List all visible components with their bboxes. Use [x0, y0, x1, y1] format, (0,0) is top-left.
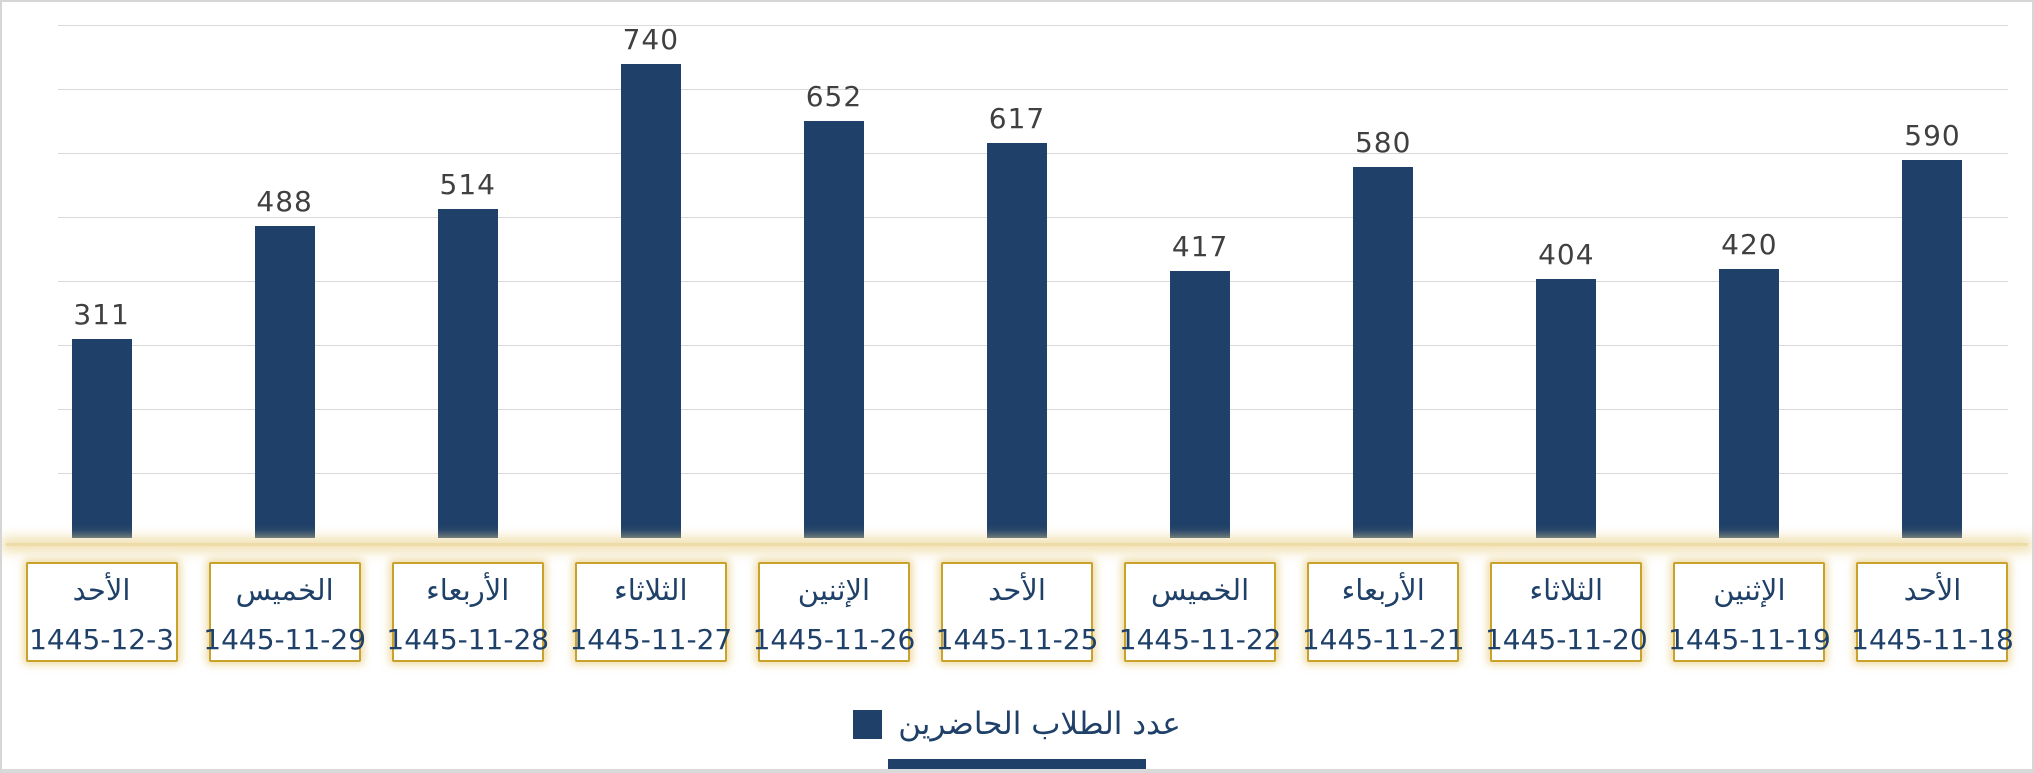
x-axis-label-box[interactable]: الأربعاء 1445-11-28 — [386, 562, 549, 662]
bar[interactable] — [71, 338, 132, 538]
day-name-label: الأحد — [72, 573, 131, 607]
bar-slot: 740 — [559, 2, 742, 538]
x-axis-label-slot: الأحد 1445-12-3 — [10, 562, 193, 662]
bar[interactable] — [437, 209, 498, 538]
bar[interactable] — [1536, 279, 1597, 538]
bar-slot: 420 — [1658, 2, 1841, 538]
legend-label: عدد الطلاب الحاضرين — [898, 706, 1181, 742]
x-axis-label-box[interactable]: الخميس 1445-11-22 — [1119, 562, 1281, 662]
baseline-glow-line — [6, 543, 2028, 546]
bar-value-label: 420 — [1721, 228, 1778, 262]
bar-slot: 417 — [1109, 2, 1292, 538]
day-name-label: الأحد — [1903, 573, 1962, 607]
bar-value-label: 311 — [73, 297, 130, 331]
bar-slot: 488 — [193, 2, 376, 538]
date-label: 1445-11-19 — [1668, 623, 1831, 656]
x-axis-label-slot: الأربعاء 1445-11-21 — [1292, 562, 1475, 662]
bar-slot: 652 — [742, 2, 925, 538]
x-axis-label-slot: الخميس 1445-11-29 — [193, 562, 376, 662]
date-label: 1445-11-22 — [1118, 623, 1282, 656]
bar-slot: 514 — [376, 2, 559, 538]
bar-value-label: 590 — [1904, 119, 1961, 153]
bar[interactable] — [1170, 271, 1231, 538]
bar[interactable] — [1719, 269, 1780, 538]
x-axis-label-slot: الإثنين 1445-11-19 — [1658, 562, 1841, 662]
x-axis-label-slot: الأحد 1445-11-18 — [1841, 562, 2024, 662]
bar-slot: 580 — [1292, 2, 1475, 538]
bar[interactable] — [1902, 160, 1963, 538]
bar[interactable] — [987, 143, 1048, 538]
day-name-label: الإثنين — [1713, 573, 1786, 607]
x-axis-label-slot: الإثنين 1445-11-26 — [742, 562, 925, 662]
date-label: 1445-11-18 — [1851, 623, 2014, 656]
legend[interactable]: عدد الطلاب الحاضرين — [2, 706, 2032, 742]
day-name-label: الأربعاء — [1341, 573, 1425, 607]
date-label: 1445-11-21 — [1301, 623, 1465, 656]
x-axis-label-box[interactable]: الأحد 1445-11-25 — [936, 562, 1098, 662]
bar-value-label: 740 — [622, 23, 680, 57]
x-axis-label-box[interactable]: الإثنين 1445-11-26 — [753, 562, 915, 662]
x-axis-label-slot: الأربعاء 1445-11-28 — [376, 562, 559, 662]
x-axis-label-box[interactable]: الأربعاء 1445-11-21 — [1302, 562, 1465, 662]
legend-swatch-icon — [853, 709, 883, 739]
bar-value-label: 580 — [1354, 125, 1412, 159]
bar-value-label: 488 — [256, 184, 313, 218]
bar[interactable] — [254, 225, 315, 538]
bar[interactable] — [1353, 166, 1414, 538]
x-axis-label-box[interactable]: الأحد 1445-12-3 — [25, 562, 178, 662]
x-axis-labels-row: الأحد 1445-12-3 الخميس 1445-11-29 الأربعاء 14… — [10, 562, 2024, 662]
day-name-label: الأربعاء — [426, 573, 510, 607]
x-axis-label-slot: الثلاثاء 1445-11-20 — [1475, 562, 1658, 662]
x-axis-label-slot: الخميس 1445-11-22 — [1109, 562, 1292, 662]
date-label: 1445-11-27 — [569, 623, 733, 656]
date-label: 1445-11-28 — [386, 623, 550, 656]
gridline — [58, 25, 2008, 26]
bar-value-label: 417 — [1171, 230, 1229, 264]
date-label: 1445-11-20 — [1484, 623, 1648, 656]
x-axis-label-slot: الأحد 1445-11-25 — [925, 562, 1108, 662]
x-axis-label-box[interactable]: الإثنين 1445-11-19 — [1668, 562, 1831, 662]
gridline — [58, 89, 2008, 90]
bar-slot: 311 — [10, 2, 193, 538]
date-label: 1445-11-25 — [935, 623, 1099, 656]
bar-slot: 617 — [925, 2, 1108, 538]
bar-value-label: 617 — [988, 102, 1046, 136]
bar-value-label: 404 — [1538, 238, 1595, 272]
bars-row: 311 488 514 740 652 617 417 580 404 420 590 — [10, 2, 2024, 538]
bar-slot: 404 — [1475, 2, 1658, 538]
bar-value-label: 514 — [439, 168, 496, 202]
day-name-label: الأحد — [988, 573, 1046, 607]
day-name-label: الثلاثاء — [614, 573, 688, 607]
x-axis-label-box[interactable]: الثلاثاء 1445-11-20 — [1485, 562, 1648, 662]
day-name-label: الخميس — [235, 573, 334, 607]
day-name-label: الثلاثاء — [1529, 573, 1604, 607]
bar[interactable] — [620, 64, 681, 538]
x-axis-label-box[interactable]: الخميس 1445-11-29 — [203, 562, 366, 662]
bottom-scrollbar-thumb[interactable] — [888, 759, 1146, 769]
x-axis-label-box[interactable]: الأحد 1445-11-18 — [1851, 562, 2014, 662]
date-label: 1445-11-26 — [752, 623, 916, 656]
x-axis-label-slot: الثلاثاء 1445-11-27 — [559, 562, 742, 662]
day-name-label: الخميس — [1151, 573, 1250, 607]
bar-slot: 590 — [1841, 2, 2024, 538]
day-name-label: الإثنين — [797, 573, 871, 607]
bar-value-label: 652 — [805, 79, 863, 113]
bar[interactable] — [803, 120, 864, 538]
date-label: 1445-12-3 — [29, 623, 175, 656]
x-axis-label-box[interactable]: الثلاثاء 1445-11-27 — [569, 562, 732, 662]
date-label: 1445-11-29 — [203, 623, 367, 656]
